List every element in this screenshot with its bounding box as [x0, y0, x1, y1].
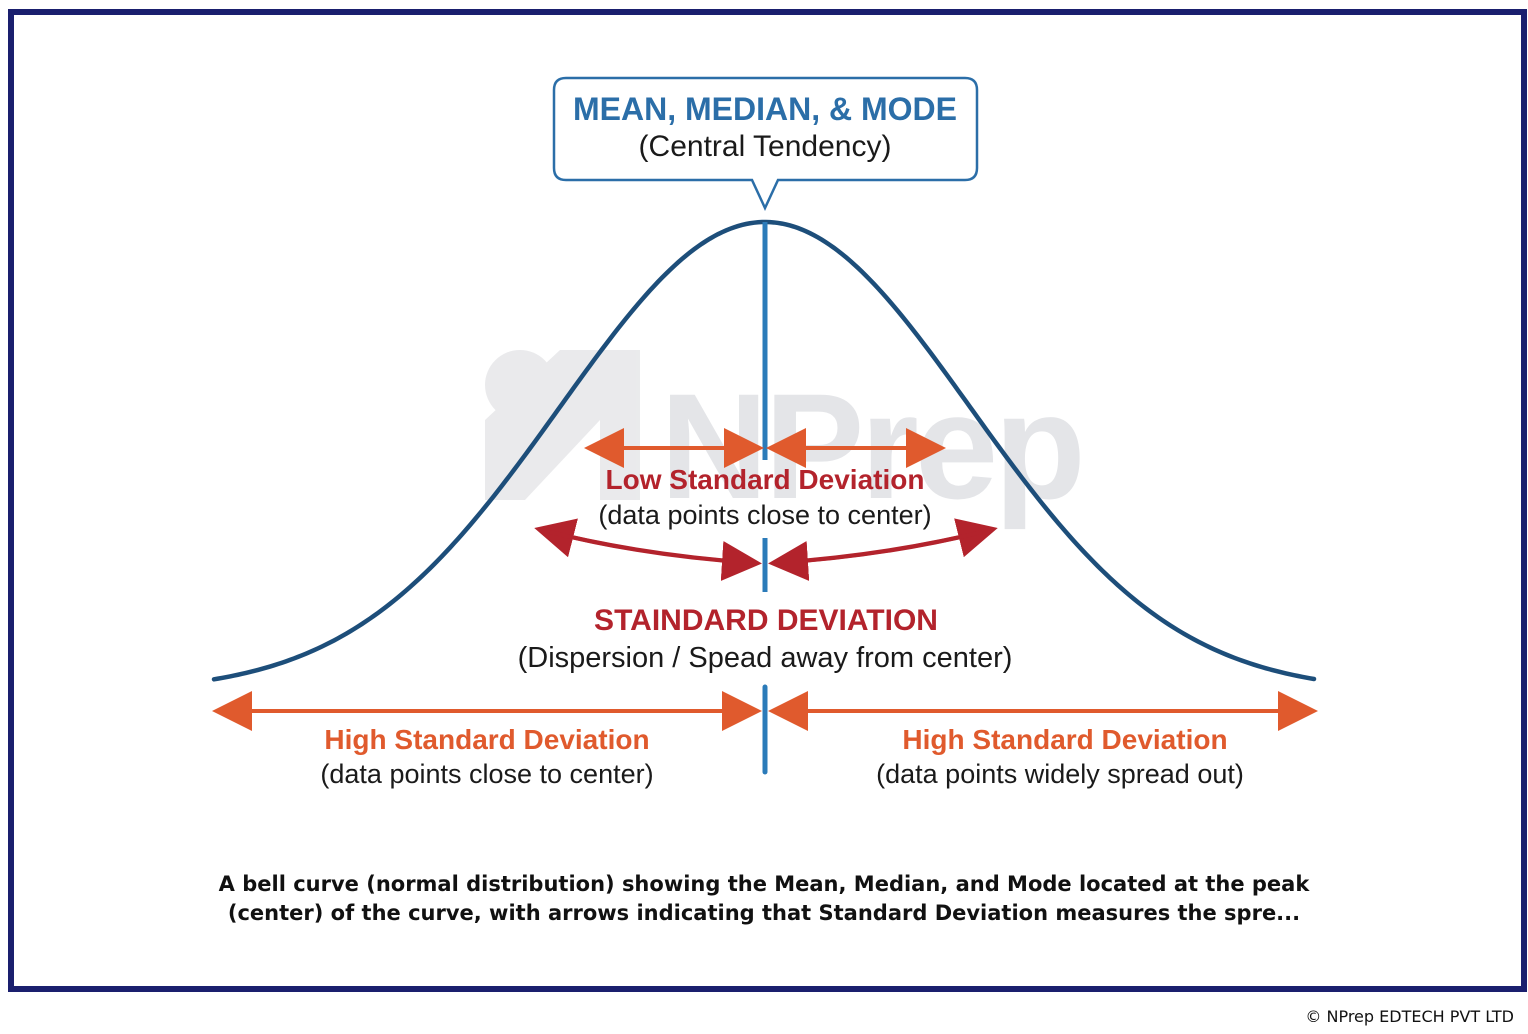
sd-arrow-right: [774, 518, 998, 565]
callout-title: MEAN, MEDIAN, & MODE: [573, 91, 957, 127]
low-sd-title: Low Standard Deviation: [605, 464, 925, 495]
copyright-notice: © NPrep EDTECH PVT LTD: [1305, 1007, 1514, 1026]
high-sd-right-title: High Standard Deviation: [902, 724, 1228, 755]
figure-caption: A bell curve (normal distribution) showi…: [0, 870, 1528, 928]
sd-arrow-right-inner: [768, 530, 983, 581]
caption-line-2: (center) of the curve, with arrows indic…: [227, 901, 1301, 925]
sd-arrow-left: [534, 518, 756, 565]
low-sd-subtitle: (data points close to center): [598, 500, 932, 530]
high-sd-right-subtitle: (data points widely spread out): [876, 759, 1244, 789]
sd-arrow-left-inner: [549, 530, 762, 581]
high-sd-left-subtitle: (data points close to center): [320, 759, 654, 789]
high-sd-left-title: High Standard Deviation: [324, 724, 650, 755]
sd-subtitle: (Dispersion / Spead away from center): [517, 642, 1013, 674]
callout-box: [552, 76, 979, 211]
sd-title: STAINDARD DEVIATION: [594, 604, 938, 637]
callout-subtitle: (Central Tendency): [638, 130, 892, 163]
caption-line-1: A bell curve (normal distribution) showi…: [218, 872, 1310, 896]
